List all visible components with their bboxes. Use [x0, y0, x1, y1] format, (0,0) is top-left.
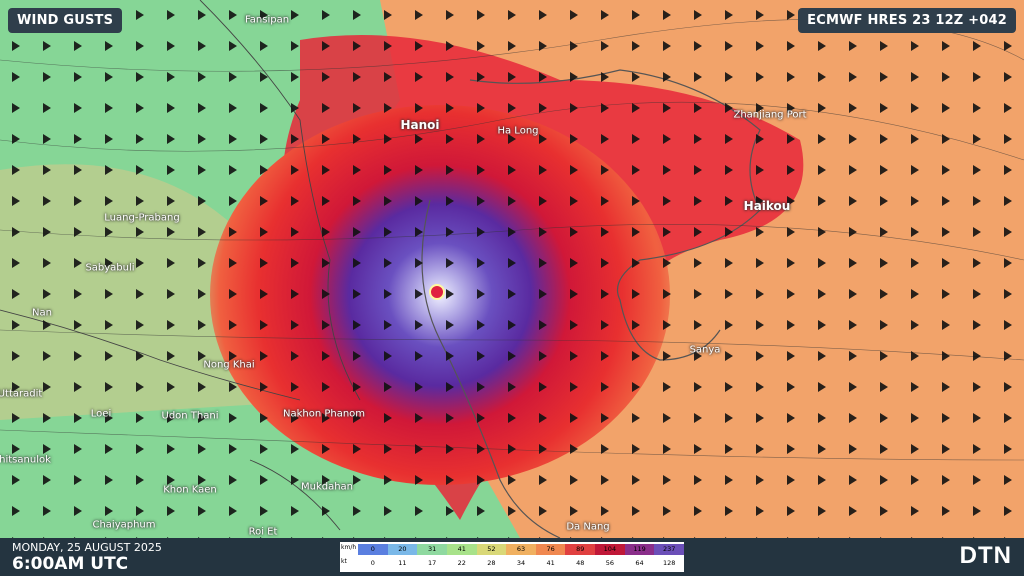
city-label: Udon Thani [161, 410, 219, 422]
legend-kmh-value: 104 [595, 544, 625, 555]
city-label: Uttaradit [0, 388, 43, 400]
city-label: Da Nang [566, 521, 610, 533]
dtn-logo: DTN [959, 542, 1012, 569]
city-label: Ha Long [497, 125, 539, 137]
city-label: Fansipan [244, 14, 290, 26]
city-label: Nan [32, 307, 52, 319]
legend-unit-kmh: km/h [341, 544, 357, 551]
legend-kmh-value: 76 [535, 544, 566, 555]
legend-kmh-value: 63 [506, 544, 536, 555]
city-label: Mukdahan [300, 481, 354, 493]
city-label: Sabyabuli [85, 262, 135, 274]
legend-kt-value: 128 [662, 559, 676, 567]
legend-unit-kt: kt [341, 558, 347, 565]
city-label: Loei [90, 408, 112, 420]
legend-kmh-value: 52 [476, 544, 507, 555]
legend-kt-value: 11 [398, 559, 407, 567]
city-label: Roi Et [248, 526, 278, 538]
legend-kt-value: 22 [457, 559, 466, 567]
legend-kmh-value: 237 [654, 544, 684, 555]
city-label: Luang-Prabang [104, 212, 180, 224]
legend-kmh-row: km/h 0 20 31 41 52 63 76 89 104 119 237 [340, 544, 684, 555]
legend-kt-value: 34 [516, 559, 526, 567]
forecast-date: MONDAY, 25 AUGUST 2025 [12, 541, 162, 554]
legend-kt-value: 56 [605, 559, 615, 567]
legend-kt-value: 28 [487, 559, 496, 567]
city-label: Zhanjiang Port [733, 109, 807, 121]
legend-kmh-value: 41 [446, 544, 477, 555]
city-label: Nong Khai [203, 359, 255, 371]
city-label: Hanoi [400, 118, 440, 132]
forecast-time: 6:00AM UTC [12, 554, 129, 574]
wind-arrows [0, 0, 1024, 538]
city-label: Sanya [689, 344, 721, 356]
legend-kmh-value: 119 [624, 544, 655, 555]
wind-gust-map [0, 0, 1024, 538]
map-title-badge: WIND GUSTS [8, 8, 123, 33]
legend-kmh-value: 31 [417, 544, 447, 555]
color-legend: km/h 0 20 31 41 52 63 76 89 104 119 237 kt 0 11 17 22 28… [340, 542, 684, 572]
legend-kmh-value: 89 [565, 544, 596, 555]
legend-kmh-value: 20 [387, 544, 418, 555]
legend-kt-value: 48 [576, 559, 585, 567]
legend-kt-value: 0 [370, 559, 375, 567]
city-label: Chaiyaphum [92, 519, 156, 531]
legend-kt-value: 17 [427, 559, 437, 567]
city-label: Haikou [743, 199, 791, 213]
city-label: Khon Kaen [163, 484, 217, 496]
footer-bar: MONDAY, 25 AUGUST 2025 6:00AM UTC km/h 0 2… [0, 538, 1024, 576]
legend-kt-value: 41 [546, 559, 555, 567]
city-label: Phitsanulok [0, 454, 51, 466]
city-label: Nakhon Phanom [282, 408, 366, 420]
model-run-badge: ECMWF HRES 23 12Z +042 [798, 8, 1016, 33]
legend-kt-row: kt 0 11 17 22 28 34 41 48 56 64 128 [340, 558, 684, 569]
legend-kt-value: 64 [635, 559, 644, 567]
legend-kmh-value: 0 [358, 544, 388, 555]
